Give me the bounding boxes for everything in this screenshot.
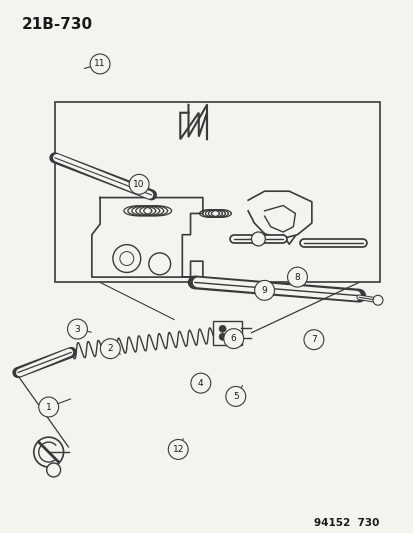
Text: 94152  730: 94152 730 — [313, 518, 379, 528]
Circle shape — [287, 267, 307, 287]
Circle shape — [39, 397, 59, 417]
Circle shape — [129, 174, 149, 194]
Text: 9: 9 — [261, 286, 267, 295]
Text: 11: 11 — [94, 60, 106, 68]
Circle shape — [67, 319, 87, 339]
Circle shape — [251, 232, 265, 246]
Circle shape — [372, 295, 382, 305]
Text: 6: 6 — [230, 334, 236, 343]
Circle shape — [225, 386, 245, 406]
Circle shape — [100, 339, 120, 359]
Circle shape — [303, 330, 323, 350]
Circle shape — [218, 325, 225, 332]
Circle shape — [218, 333, 225, 340]
Text: 21B-730: 21B-730 — [22, 17, 93, 33]
Text: 4: 4 — [197, 378, 203, 387]
Circle shape — [254, 280, 274, 300]
Circle shape — [90, 54, 110, 74]
Text: 8: 8 — [294, 272, 299, 281]
FancyBboxPatch shape — [212, 321, 242, 345]
Text: 3: 3 — [74, 325, 80, 334]
Circle shape — [190, 373, 210, 393]
Text: 1: 1 — [46, 402, 52, 411]
Text: 10: 10 — [133, 180, 145, 189]
Circle shape — [223, 329, 243, 349]
Text: 12: 12 — [172, 445, 183, 454]
Text: 7: 7 — [310, 335, 316, 344]
Text: 5: 5 — [233, 392, 238, 401]
Circle shape — [168, 440, 188, 459]
Bar — [55, 102, 379, 282]
Circle shape — [47, 463, 60, 477]
Text: 2: 2 — [107, 344, 113, 353]
